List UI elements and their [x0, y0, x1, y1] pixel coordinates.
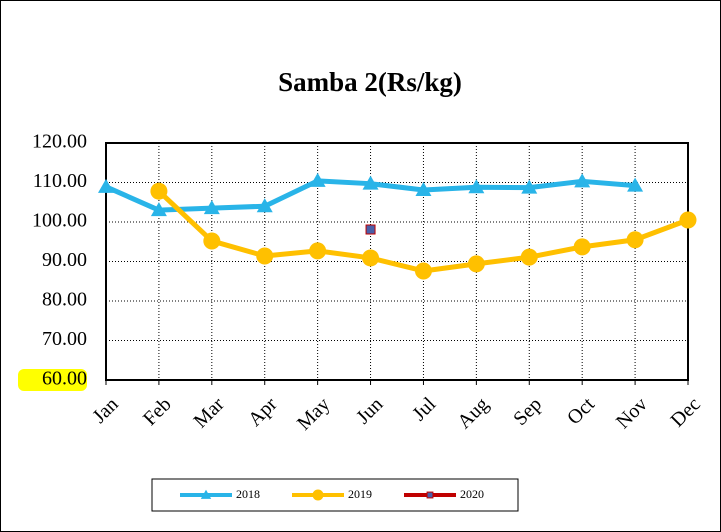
marker: [573, 238, 591, 256]
marker: [426, 491, 434, 499]
y-tick-label: 60.00: [42, 368, 87, 390]
y-tick-label: 90.00: [42, 249, 87, 271]
marker: [626, 231, 644, 249]
label-highlight: [18, 369, 87, 391]
marker: [365, 224, 376, 235]
marker: [309, 242, 327, 260]
marker: [203, 232, 221, 250]
marker: [521, 179, 538, 194]
marker: [415, 182, 432, 197]
marker: [312, 489, 324, 501]
y-tick-label: 80.00: [42, 289, 87, 311]
marker: [150, 182, 168, 200]
marker: [150, 202, 167, 217]
legend-label: 2018: [236, 487, 260, 501]
y-tick-label: 70.00: [42, 328, 87, 350]
marker: [256, 198, 273, 213]
marker: [467, 255, 485, 273]
marker: [203, 200, 220, 215]
marker: [414, 262, 432, 280]
marker: [362, 249, 380, 267]
marker: [520, 248, 538, 266]
y-tick-label: 120.00: [32, 131, 87, 153]
marker: [574, 173, 591, 188]
marker: [679, 211, 697, 229]
legend-label: 2019: [348, 487, 372, 501]
chart-title: Samba 2(Rs/kg): [278, 67, 462, 97]
marker: [309, 172, 326, 187]
legend-label: 2020: [460, 487, 484, 501]
marker: [627, 177, 644, 192]
marker: [200, 489, 212, 499]
y-tick-label: 110.00: [33, 170, 87, 192]
marker: [256, 247, 274, 265]
y-tick-label: 100.00: [32, 210, 87, 232]
marker: [98, 178, 114, 193]
marker: [362, 175, 379, 190]
plot-frame: [105, 142, 689, 381]
marker: [468, 179, 485, 194]
